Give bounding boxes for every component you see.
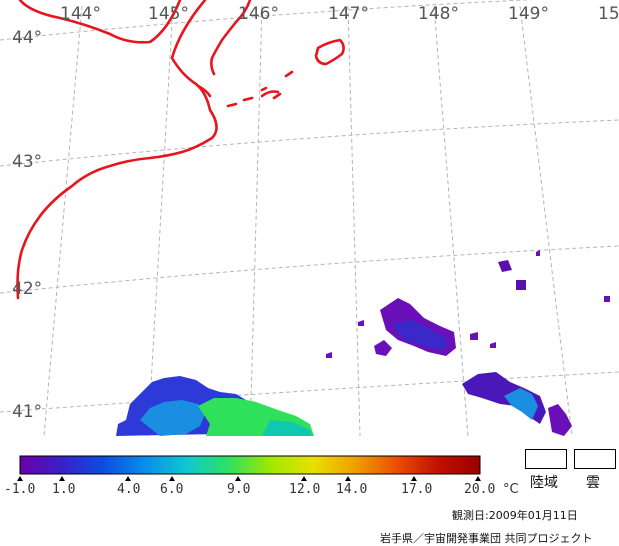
meridian-146: [249, 5, 263, 437]
colorbar-tick-label: 9.0: [227, 482, 251, 497]
meridian-147: [347, 5, 361, 437]
colorbar-tick-mark: [475, 476, 481, 481]
colorbar-tick-mark: [169, 476, 175, 481]
small-islet-b: [260, 86, 268, 92]
colorbar-tick-label: 6.0: [160, 482, 184, 497]
sst-speck-6: [490, 342, 496, 348]
sst-patch-north-small: [498, 260, 512, 272]
sst-patch-far-east: [548, 404, 572, 436]
lat-label-42: 42°: [12, 279, 43, 299]
colorbar-tick-label: 1.0: [52, 482, 76, 497]
sst-patch-west-purple: [374, 340, 392, 356]
meridian-149: [519, 5, 573, 437]
meridian-148: [433, 5, 469, 437]
lon-label-150: 15: [598, 4, 619, 24]
cloud-label: 雲: [586, 475, 600, 491]
colorbar-tick-label: 4.0: [117, 482, 141, 497]
colorbar-gradient: [19, 455, 481, 475]
lon-label-144: 144°: [60, 4, 101, 24]
lon-label-147: 147°: [328, 4, 369, 24]
sst-speck-5: [326, 352, 332, 358]
lon-label-148: 148°: [418, 4, 459, 24]
parallel-44: [0, 0, 536, 41]
colorbar-tick-mark: [411, 476, 417, 481]
land-label: 陸域: [530, 475, 558, 491]
parallel-41: [0, 371, 619, 413]
colorbar-tick-mark: [235, 476, 241, 481]
lat-label-43: 43°: [12, 152, 43, 172]
land-swatch: [525, 449, 567, 469]
lat-label-41: 41°: [12, 402, 43, 422]
parallel-42: [0, 245, 619, 294]
lon-label-145: 145°: [148, 4, 189, 24]
colorbar-unit: °C: [503, 482, 519, 497]
sst-data: [116, 250, 610, 436]
colorbar-tick-mark: [17, 476, 23, 481]
sst-patch-southwest-teal: [262, 420, 312, 436]
colorbar-tick-label: 12.0: [289, 482, 321, 497]
colorbar-tick-mark: [59, 476, 65, 481]
hokkaido-coast: [16, 0, 218, 300]
sst-speck-4: [604, 296, 610, 302]
meridian-144: [43, 5, 83, 437]
graticule: [0, 0, 619, 437]
lat-label-44: 44°: [12, 28, 43, 48]
colorbar-tick-label: -1.0: [4, 482, 36, 497]
colorbar-tick-label: 20.0: [464, 482, 496, 497]
sst-patch-southwest-cyan: [140, 400, 206, 436]
parallel-43: [0, 119, 619, 167]
shikotan-island: [314, 38, 345, 66]
colorbar-tick-label: 14.0: [336, 482, 368, 497]
sst-patch-north-blue: [392, 320, 448, 350]
sst-patch-north-small-2: [516, 280, 526, 290]
kunashiri-tail: [196, 84, 212, 98]
lon-label-149: 149°: [508, 4, 549, 24]
meridian-145: [147, 5, 174, 437]
sst-speck-2: [470, 332, 478, 340]
colorbar: [17, 455, 481, 481]
credit-text: 岩手県／宇宙開発事業団 共同プロジェクト: [380, 532, 593, 545]
cloud-swatch: [574, 449, 616, 469]
sst-speck-3: [536, 250, 540, 256]
observation-date: 観測日:2009年01月11日: [452, 509, 578, 522]
colorbar-ticks: [17, 476, 481, 481]
colorbar-tick-label: 17.0: [401, 482, 433, 497]
small-islet-a: [284, 70, 294, 78]
coastline: [16, 0, 345, 300]
habomai-islets: [226, 90, 282, 108]
kunashiri-island: [210, 0, 252, 76]
sst-patch-east-cyan: [504, 388, 538, 420]
colorbar-tick-mark: [125, 476, 131, 481]
colorbar-tick-mark: [345, 476, 351, 481]
colorbar-tick-mark: [301, 476, 307, 481]
lon-label-146: 146°: [238, 4, 279, 24]
sst-speck-1: [358, 320, 364, 326]
